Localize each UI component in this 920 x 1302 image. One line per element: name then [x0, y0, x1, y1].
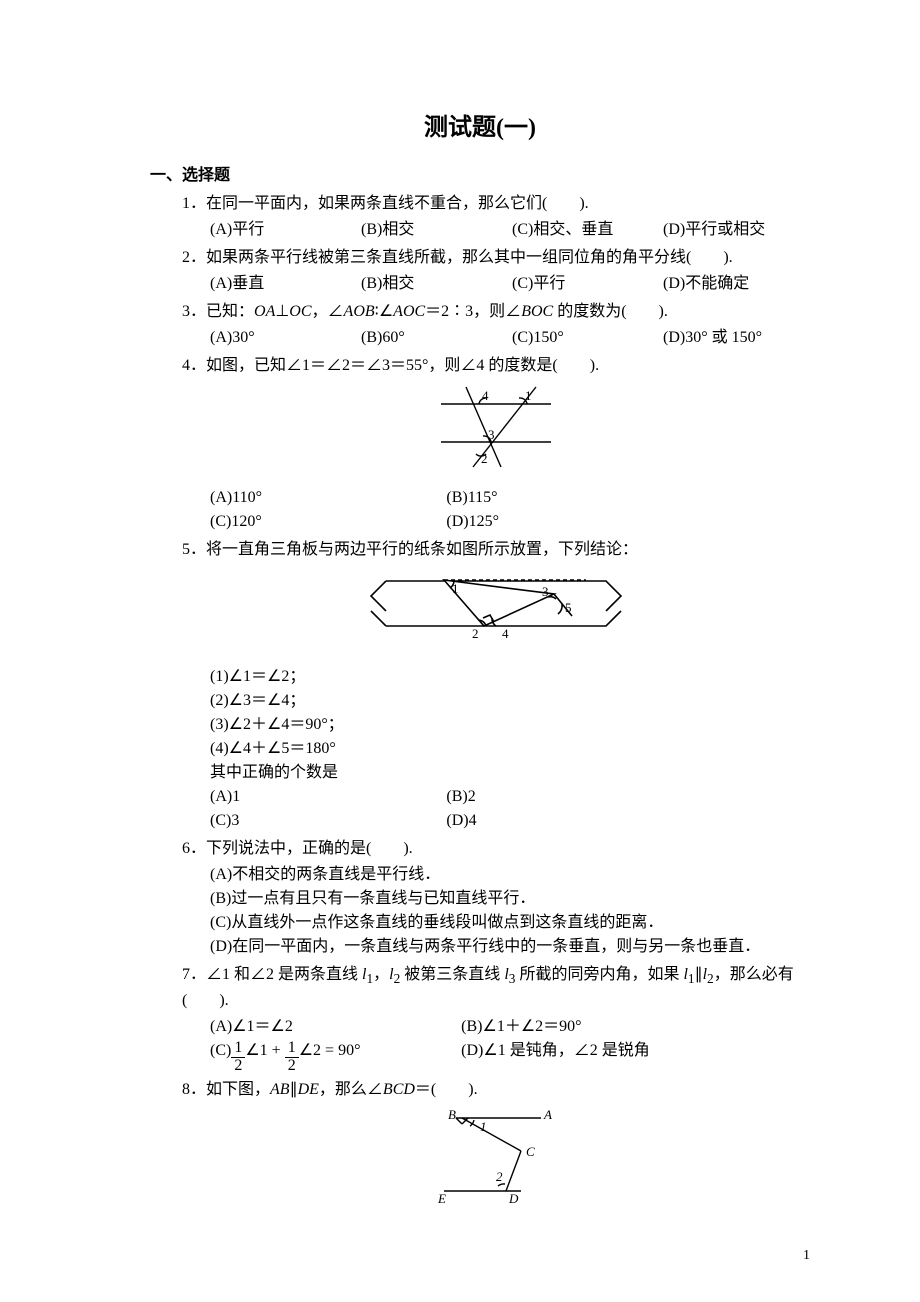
- opt-c: (C)平行: [512, 272, 659, 296]
- question-2: 2．如果两条平行线被第三条直线所截，那么其中一组同位角的角平分线( ). (A)…: [182, 246, 810, 296]
- opt-a: (A)30°: [210, 326, 357, 350]
- opt-a: (A)不相交的两条直线是平行线．: [210, 863, 810, 887]
- question-text: 3．已知：OA⊥OC，∠AOB∶∠AOC＝2∶3，则∠BOC 的度数为( ).: [182, 300, 810, 324]
- options: (A)110° (B)115° (C)120° (D)125°: [210, 486, 810, 534]
- svg-text:D: D: [508, 1191, 519, 1206]
- question-1: 1．在同一平面内，如果两条直线不重合，那么它们( ). (A)平行 (B)相交 …: [182, 192, 810, 242]
- opt-d: (D)30° 或 150°: [663, 326, 810, 350]
- question-5: 5．将一直角三角板与两边平行的纸条如图所示放置，下列结论：: [182, 538, 810, 833]
- svg-text:1: 1: [452, 581, 459, 596]
- opt-b: (B)相交: [361, 272, 508, 296]
- opt-c: (C)3: [210, 809, 446, 833]
- question-text: 2．如果两条平行线被第三条直线所截，那么其中一组同位角的角平分线( ).: [182, 246, 810, 270]
- svg-text:4: 4: [502, 626, 509, 641]
- figure-q5: 1 3 5 2 4: [182, 566, 810, 659]
- options: (A)不相交的两条直线是平行线． (B)过一点有且只有一条直线与已知直线平行． …: [210, 863, 810, 959]
- options: (A)∠1＝∠2 (B)∠1＋∠2＝90° (C)12∠1 + 12∠2 = 9…: [210, 1015, 810, 1074]
- opt-d: (D)平行或相交: [663, 218, 810, 242]
- opt-b: (B)115°: [446, 486, 810, 510]
- opt-b: (B)相交: [361, 218, 508, 242]
- opt-c: (C)从直线外一点作这条直线的垂线段叫做点到这条直线的距离．: [210, 911, 810, 935]
- opt-b: (B)∠1＋∠2＝90°: [461, 1015, 810, 1039]
- section-heading: 一、选择题: [150, 164, 810, 188]
- svg-text:3: 3: [488, 427, 495, 442]
- svg-text:1: 1: [480, 1119, 487, 1134]
- svg-text:C: C: [526, 1144, 535, 1159]
- question-4: 4．如图，已知∠1＝∠2＝∠3＝55°，则∠4 的度数是( ). 4 1 3: [182, 354, 810, 534]
- opt-d: (D)∠1 是钝角，∠2 是锐角: [461, 1039, 810, 1074]
- opt-b: (B)60°: [361, 326, 508, 350]
- question-text: 7．∠1 和∠2 是两条直线 l1，l2 被第三条直线 l3 所截的同旁内角，如…: [182, 963, 810, 1013]
- sub-1: (1)∠1＝∠2；: [210, 665, 810, 689]
- opt-a: (A)1: [210, 785, 446, 809]
- question-text: 5．将一直角三角板与两边平行的纸条如图所示放置，下列结论：: [182, 538, 810, 562]
- figure-q8: B A 1 C 2 E D: [182, 1106, 810, 1214]
- q3-text: 已知：OA⊥OC，∠AOB∶∠AOC＝2∶3，则∠BOC 的度数为( ).: [206, 303, 668, 320]
- opt-a: (A)∠1＝∠2: [210, 1015, 461, 1039]
- opt-a: (A)垂直: [210, 272, 357, 296]
- svg-text:B: B: [448, 1107, 456, 1122]
- question-text: 8．如下图，AB∥DE，那么∠BCD＝( ).: [182, 1078, 810, 1102]
- page-root: 测试题(一) 一、选择题 1．在同一平面内，如果两条直线不重合，那么它们( ).…: [0, 0, 920, 1302]
- page-number: 1: [803, 1245, 810, 1266]
- svg-text:5: 5: [565, 600, 572, 615]
- question-6: 6．下列说法中，正确的是( ). (A)不相交的两条直线是平行线． (B)过一点…: [182, 837, 810, 959]
- svg-text:2: 2: [496, 1169, 503, 1184]
- figure-q4: 4 1 3 2: [182, 382, 810, 480]
- opt-c: (C)150°: [512, 326, 659, 350]
- opt-a: (A)平行: [210, 218, 357, 242]
- question-7: 7．∠1 和∠2 是两条直线 l1，l2 被第三条直线 l3 所截的同旁内角，如…: [182, 963, 810, 1074]
- opt-d: (D)在同一平面内，一条直线与两条平行线中的一条垂直，则与另一条也垂直．: [210, 935, 810, 959]
- question-text: 4．如图，已知∠1＝∠2＝∠3＝55°，则∠4 的度数是( ).: [182, 354, 810, 378]
- svg-text:2: 2: [472, 626, 479, 641]
- question-text: 1．在同一平面内，如果两条直线不重合，那么它们( ).: [182, 192, 810, 216]
- opt-d: (D)4: [446, 809, 810, 833]
- q7-text: ∠1 和∠2 是两条直线 l1，l2 被第三条直线 l3 所截的同旁内角，如果 …: [182, 966, 794, 1009]
- opt-d: (D)不能确定: [663, 272, 810, 296]
- options: (A)平行 (B)相交 (C)相交、垂直 (D)平行或相交: [210, 218, 810, 242]
- opt-c: (C)120°: [210, 510, 446, 534]
- question-8: 8．如下图，AB∥DE，那么∠BCD＝( ). B A: [182, 1078, 810, 1214]
- svg-text:1: 1: [525, 388, 532, 403]
- opt-c: (C)相交、垂直: [512, 218, 659, 242]
- sub-3: (3)∠2＋∠4＝90°；: [210, 713, 810, 737]
- options: (A)垂直 (B)相交 (C)平行 (D)不能确定: [210, 272, 810, 296]
- sub-4: (4)∠4＋∠5＝180°: [210, 737, 810, 761]
- opt-a: (A)110°: [210, 486, 446, 510]
- q8-text: 如下图，AB∥DE，那么∠BCD＝( ).: [206, 1081, 478, 1098]
- options: (A)30° (B)60° (C)150° (D)30° 或 150°: [210, 326, 810, 350]
- sublist: (1)∠1＝∠2； (2)∠3＝∠4； (3)∠2＋∠4＝90°； (4)∠4＋…: [210, 665, 810, 785]
- opt-b: (B)过一点有且只有一条直线与已知直线平行．: [210, 887, 810, 911]
- svg-text:3: 3: [542, 584, 549, 599]
- question-3: 3．已知：OA⊥OC，∠AOB∶∠AOC＝2∶3，则∠BOC 的度数为( ). …: [182, 300, 810, 350]
- sub-2: (2)∠3＝∠4；: [210, 689, 810, 713]
- svg-text:2: 2: [481, 451, 488, 466]
- opt-b: (B)2: [446, 785, 810, 809]
- page-title: 测试题(一): [150, 110, 810, 146]
- question-text: 6．下列说法中，正确的是( ).: [182, 837, 810, 861]
- opt-c: (C)12∠1 + 12∠2 = 90°: [210, 1039, 461, 1074]
- options: (A)1 (B)2 (C)3 (D)4: [210, 785, 810, 833]
- svg-text:E: E: [437, 1191, 446, 1206]
- opt-d: (D)125°: [446, 510, 810, 534]
- svg-text:A: A: [543, 1107, 552, 1122]
- sub-5: 其中正确的个数是: [210, 761, 810, 785]
- svg-text:4: 4: [482, 388, 489, 403]
